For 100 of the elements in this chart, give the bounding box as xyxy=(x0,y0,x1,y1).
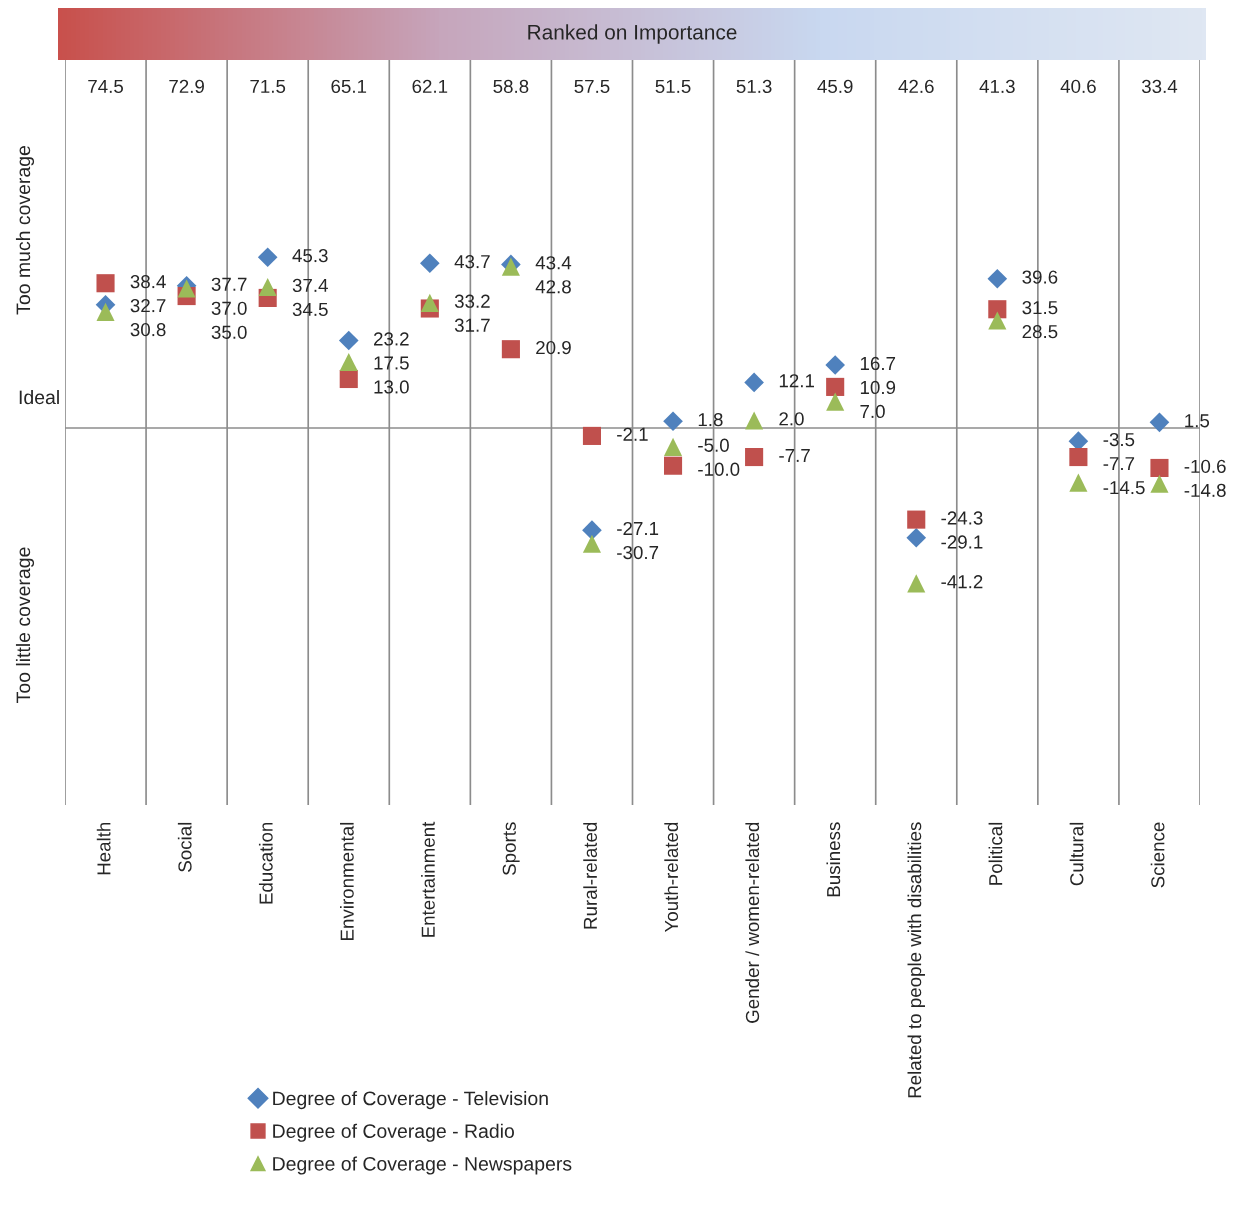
data-label: 43.4 xyxy=(535,256,572,270)
point xyxy=(988,311,1007,330)
x-tick-label: Health xyxy=(96,822,111,875)
data-label: -5.0 xyxy=(698,438,729,452)
data-label: 37.4 xyxy=(292,278,328,293)
point xyxy=(96,274,115,293)
point xyxy=(582,426,602,445)
data-label: -7.7 xyxy=(1103,457,1135,471)
annotation: 62.1 xyxy=(412,79,448,94)
point xyxy=(339,352,358,372)
point xyxy=(1150,458,1169,478)
point xyxy=(96,302,115,321)
point xyxy=(907,510,926,529)
data-label: 20.9 xyxy=(536,340,571,355)
point xyxy=(907,574,926,593)
annotation: 42.6 xyxy=(898,79,934,94)
x-tick-label: Business xyxy=(826,822,841,897)
x-tick-label: Gender / women-related xyxy=(745,822,760,1023)
data-label: 1.8 xyxy=(698,412,723,427)
x-tick-label: Science xyxy=(1150,822,1165,888)
point xyxy=(988,300,1007,319)
annotation: 40.6 xyxy=(1060,79,1096,94)
data-label: 10.9 xyxy=(860,380,896,395)
data-label: 28.5 xyxy=(1022,325,1058,339)
point xyxy=(1150,474,1169,493)
data-label: -24.3 xyxy=(941,511,983,525)
x-tick-label: Cultural xyxy=(1069,822,1084,886)
data-label: -14.5 xyxy=(1103,481,1145,495)
data-label: 34.5 xyxy=(292,302,328,317)
data-label: -30.7 xyxy=(617,545,659,560)
point xyxy=(663,437,683,456)
text: Too much coverage xyxy=(15,146,35,315)
point xyxy=(826,392,845,411)
data-label: -7.7 xyxy=(779,448,810,462)
data-label: 17.5 xyxy=(374,356,409,370)
text: Too little coverage xyxy=(15,547,35,703)
data-label: 31.7 xyxy=(454,318,490,332)
point xyxy=(257,247,278,268)
annotation: 51.5 xyxy=(655,79,691,94)
data-label: 32.7 xyxy=(130,298,166,313)
legend-label: Degree of Coverage - Television xyxy=(273,1091,548,1110)
annotation: 74.5 xyxy=(88,79,123,94)
x-tick-label: Political xyxy=(988,822,1003,885)
data-label: -2.1 xyxy=(617,427,648,441)
annotation: 65.1 xyxy=(331,79,367,94)
point xyxy=(582,534,602,553)
point xyxy=(826,377,845,396)
data-label: 43.7 xyxy=(454,255,490,269)
data-label: -29.1 xyxy=(941,535,983,549)
point xyxy=(663,411,683,432)
data-label: -10.6 xyxy=(1184,459,1226,473)
point xyxy=(906,527,927,548)
data-label: 33.2 xyxy=(454,294,490,308)
x-tick-label: Sports xyxy=(502,822,520,875)
chart-title: Ranked on Importance xyxy=(528,24,737,44)
x-tick-label: Education xyxy=(258,822,273,904)
data-label: 12.1 xyxy=(779,374,815,388)
data-label: 39.6 xyxy=(1022,270,1058,284)
point xyxy=(258,277,277,297)
data-label: 31.5 xyxy=(1022,301,1058,315)
point xyxy=(420,293,439,312)
text: Ideal xyxy=(19,389,59,405)
point xyxy=(663,456,683,475)
data-label: 37.0 xyxy=(211,301,247,315)
point xyxy=(1069,473,1088,492)
legend-label: Degree of Coverage - Newspapers xyxy=(273,1156,572,1175)
data-label: 1.5 xyxy=(1185,414,1210,428)
annotation: 33.4 xyxy=(1141,79,1178,94)
x-tick-label: Rural-related xyxy=(583,822,597,929)
legend-label: Degree of Coverage - Radio xyxy=(273,1123,514,1142)
point xyxy=(744,372,764,393)
x-tick-label: Entertainment xyxy=(421,821,435,937)
x-tick-label: Related to people with disabilities xyxy=(907,822,925,1098)
data-label: 42.8 xyxy=(535,280,571,294)
data-label: 13.0 xyxy=(374,380,409,394)
data-label: -27.1 xyxy=(617,521,659,536)
x-tick-label: Environmental xyxy=(340,822,354,940)
point xyxy=(1069,447,1088,467)
x-tick-label: Youth-related xyxy=(664,822,679,933)
annotation: 72.9 xyxy=(169,79,204,94)
annotation: 45.9 xyxy=(817,79,853,94)
point xyxy=(501,340,520,359)
data-label: 2.0 xyxy=(779,412,804,426)
data-label: 7.0 xyxy=(860,404,885,419)
point xyxy=(582,520,602,540)
point xyxy=(745,447,764,467)
data-label: 38.4 xyxy=(130,274,166,289)
data-label: 45.3 xyxy=(292,248,328,263)
data-label: 16.7 xyxy=(860,356,896,371)
data-label: -3.5 xyxy=(1103,432,1135,447)
data-label: 35.0 xyxy=(211,325,247,339)
annotation: 57.5 xyxy=(574,79,610,94)
data-label: -10.0 xyxy=(698,462,740,476)
data-label: -41.2 xyxy=(941,575,983,589)
point xyxy=(825,355,845,375)
point xyxy=(420,253,440,274)
annotation: 71.5 xyxy=(250,79,286,94)
point xyxy=(987,268,1008,289)
annotation: 41.3 xyxy=(979,79,1015,94)
point xyxy=(338,330,359,351)
